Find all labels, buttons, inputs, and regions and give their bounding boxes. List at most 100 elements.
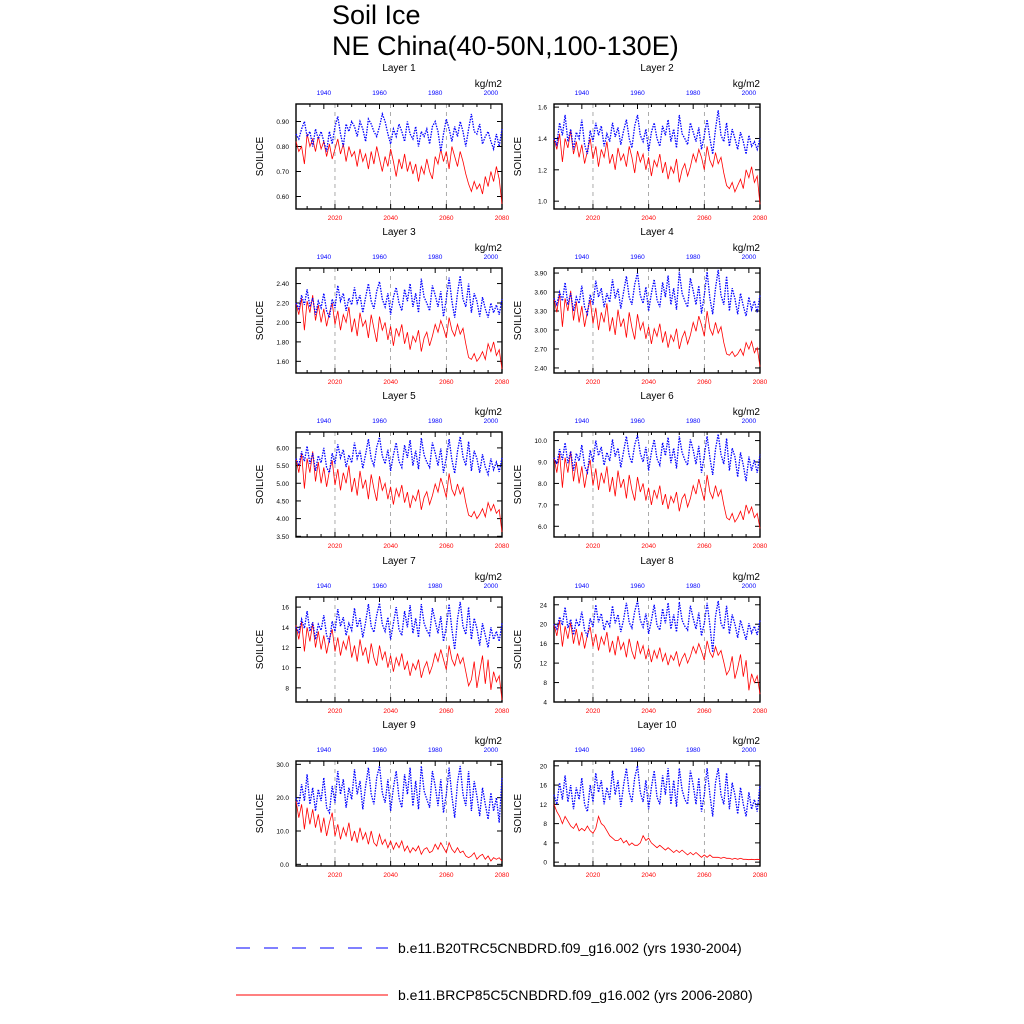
layer-panel-6: Layer 6 kg/m2 6.0 7.0 8.0 9.0 10.0 SOILICE 2020 2… (513, 391, 768, 550)
x-tick-label-top: 1940 (575, 747, 590, 754)
x-tick-label-bottom: 2020 (586, 215, 601, 222)
x-tick-label-bottom: 2040 (641, 708, 656, 715)
y-tick-label: 0.0 (280, 862, 289, 869)
y-tick-label: 4.00 (276, 516, 289, 523)
x-tick-label-top: 1960 (372, 583, 387, 590)
y-axis-label: SOILICE (513, 136, 524, 176)
y-tick-label: 5.00 (276, 481, 289, 488)
series-hist-line (553, 600, 761, 653)
y-tick-label: 6.0 (538, 524, 547, 531)
units-label: kg/m2 (475, 79, 503, 90)
y-tick-label: 3.30 (534, 309, 547, 316)
x-tick-label-top: 1940 (317, 418, 332, 425)
x-tick-label-bottom: 2020 (328, 708, 343, 715)
series-hist-line (553, 110, 761, 155)
x-tick-label-bottom: 2060 (439, 379, 454, 386)
x-tick-label-top: 1940 (317, 90, 332, 97)
plot-frame (295, 760, 503, 867)
y-tick-label: 1.60 (276, 359, 289, 366)
y-tick-label: 3.00 (534, 327, 547, 334)
y-tick-label: 4 (543, 700, 547, 707)
x-tick-label-top: 1960 (630, 747, 645, 754)
x-tick-label-top: 1940 (575, 583, 590, 590)
y-tick-label: 4.50 (276, 498, 289, 505)
x-tick-label-bottom: 2020 (586, 543, 601, 550)
y-tick-label: 16 (282, 605, 290, 612)
y-tick-label: 8 (543, 821, 547, 828)
x-tick-label-bottom: 2060 (697, 543, 712, 550)
x-tick-label-bottom: 2040 (641, 872, 656, 879)
y-axis-label: SOILICE (255, 300, 266, 340)
panel-title: Layer 2 (640, 63, 674, 74)
x-tick-label-top: 1960 (630, 90, 645, 97)
x-tick-label-top: 1980 (428, 747, 443, 754)
plot-frame (295, 267, 503, 374)
x-tick-label-top: 1960 (630, 418, 645, 425)
x-tick-label-bottom: 2020 (328, 872, 343, 879)
panel-title: Layer 3 (382, 227, 416, 238)
x-tick-label-top: 1980 (428, 418, 443, 425)
x-tick-label-bottom: 2080 (495, 215, 510, 222)
x-tick-label-top: 1940 (317, 254, 332, 261)
x-tick-label-top: 1980 (428, 90, 443, 97)
plot-frame (295, 431, 503, 538)
x-tick-label-bottom: 2020 (586, 872, 601, 879)
x-tick-label-bottom: 2040 (641, 379, 656, 386)
plot-frame (553, 103, 761, 210)
series-hist-line (295, 601, 503, 650)
layer-panel-2: Layer 2 kg/m2 1.0 1.2 1.4 1.6 SOILICE 2020 2040 2… (513, 63, 768, 222)
x-tick-label-top: 1980 (686, 90, 701, 97)
title-line-1: Soil Ice (332, 0, 421, 30)
x-tick-label-bottom: 2040 (383, 872, 398, 879)
x-tick-label-top: 2000 (484, 583, 499, 590)
plot-frame (553, 596, 761, 703)
plot-frame (553, 760, 761, 867)
y-axis-label: SOILICE (513, 300, 524, 340)
y-tick-label: 30.0 (276, 762, 289, 769)
y-axis-label: SOILICE (513, 793, 524, 833)
y-tick-label: 4 (543, 840, 547, 847)
layer-panel-3: Layer 3 kg/m2 1.60 1.80 2.00 2.20 2.40 SOILICE 2… (255, 227, 510, 386)
x-tick-label-bottom: 2020 (586, 379, 601, 386)
x-tick-label-bottom: 2080 (753, 379, 768, 386)
x-tick-label-top: 2000 (742, 90, 757, 97)
y-tick-label: 0.90 (276, 119, 289, 126)
y-tick-label: 2.00 (276, 320, 289, 327)
x-tick-label-top: 1960 (372, 747, 387, 754)
x-tick-label-top: 2000 (742, 254, 757, 261)
x-tick-label-top: 1960 (630, 583, 645, 590)
series-future-line (553, 451, 761, 529)
x-tick-label-bottom: 2040 (641, 543, 656, 550)
y-axis-label: SOILICE (255, 793, 266, 833)
figure-title: Soil Ice NE China(40-50N,100-130E) (332, 0, 679, 62)
y-tick-label: 3.50 (276, 534, 289, 541)
x-tick-label-top: 2000 (742, 418, 757, 425)
x-tick-label-bottom: 2040 (383, 708, 398, 715)
panel-title: Layer 8 (640, 556, 674, 567)
y-tick-label: 7.0 (538, 502, 547, 509)
series-future-line (295, 451, 503, 533)
y-tick-label: 1.2 (538, 167, 547, 174)
y-tick-label: 3.90 (534, 271, 547, 278)
y-tick-label: 20 (540, 622, 548, 629)
y-axis-label: SOILICE (255, 629, 266, 669)
plot-frame (553, 431, 761, 538)
legend: b.e11.B20TRC5CNBDRD.f09_g16.002 (yrs 193… (236, 940, 753, 1003)
x-tick-label-bottom: 2080 (495, 543, 510, 550)
series-future-line (295, 295, 503, 370)
units-label: kg/m2 (733, 243, 761, 254)
units-label: kg/m2 (475, 736, 503, 747)
x-tick-label-top: 1980 (686, 254, 701, 261)
x-tick-label-bottom: 2060 (439, 215, 454, 222)
y-tick-label: 20 (540, 763, 548, 770)
y-tick-label: 3.60 (534, 290, 547, 297)
x-tick-label-top: 1940 (575, 254, 590, 261)
x-tick-label-top: 1940 (317, 583, 332, 590)
x-tick-label-top: 2000 (484, 254, 499, 261)
y-tick-label: 0.80 (276, 144, 289, 151)
series-hist-line (553, 433, 761, 482)
y-tick-label: 2.70 (534, 346, 547, 353)
y-tick-label: 2.40 (534, 365, 547, 372)
y-tick-label: 10.0 (276, 829, 289, 836)
layer-panel-5: Layer 5 kg/m2 3.50 4.00 4.50 5.00 5.50 6.00 SOIL… (255, 391, 510, 550)
